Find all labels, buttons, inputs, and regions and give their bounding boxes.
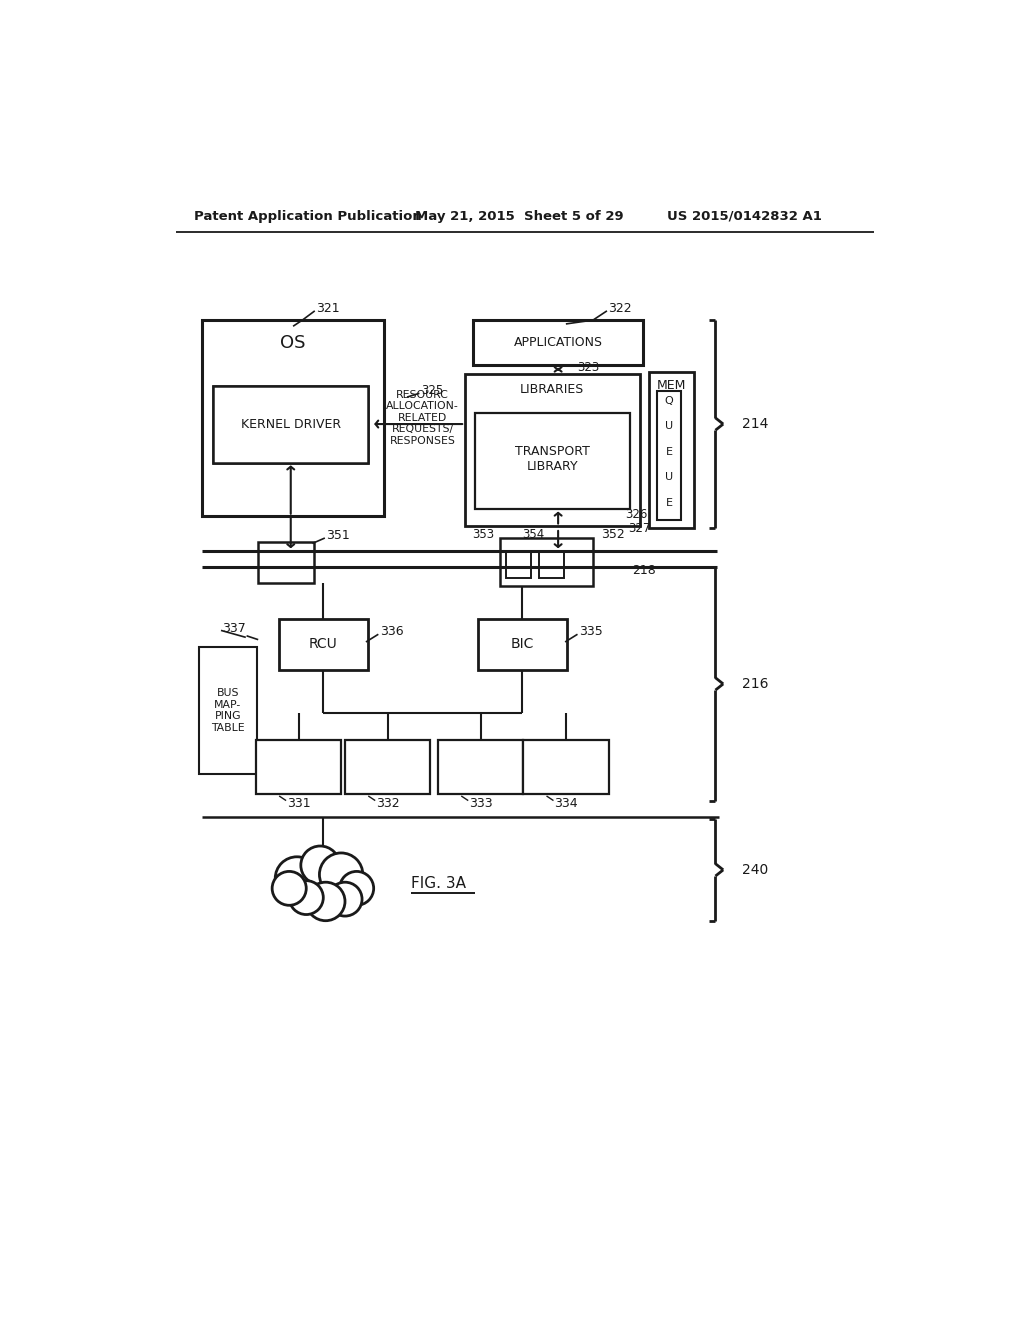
Text: 352: 352 (601, 528, 625, 541)
Bar (256, 739, 341, 793)
Bar (280, 619, 369, 671)
Bar (438, 739, 523, 793)
Circle shape (319, 853, 362, 896)
Circle shape (306, 882, 345, 921)
Text: OS: OS (280, 334, 305, 352)
Text: 334: 334 (554, 797, 578, 810)
Circle shape (289, 880, 324, 915)
Text: RCU: RCU (309, 638, 338, 651)
Bar (506, 552, 531, 578)
Circle shape (340, 871, 374, 906)
Text: KERNEL DRIVER: KERNEL DRIVER (241, 417, 341, 430)
Text: 327: 327 (628, 521, 650, 535)
Text: 325: 325 (421, 384, 443, 397)
Text: 322: 322 (608, 302, 632, 315)
Circle shape (301, 846, 340, 884)
Text: 337: 337 (222, 622, 247, 635)
Text: FIG. 3A: FIG. 3A (411, 876, 466, 891)
Bar (656, 391, 681, 520)
Text: E: E (666, 498, 673, 508)
Text: BUS
MAP-
PING
TABLE: BUS MAP- PING TABLE (211, 688, 245, 733)
Text: 354: 354 (521, 528, 544, 541)
Text: BIC: BIC (511, 638, 535, 651)
Bar (523, 739, 608, 793)
Bar (478, 619, 567, 671)
Text: 326: 326 (626, 508, 648, 520)
Bar (649, 372, 693, 528)
Bar (539, 552, 563, 578)
Text: US 2015/0142832 A1: US 2015/0142832 A1 (667, 210, 821, 223)
Text: APPLICATIONS: APPLICATIONS (514, 335, 603, 348)
Bar (500, 539, 593, 586)
Bar (202, 321, 384, 516)
Circle shape (272, 871, 306, 906)
Text: 335: 335 (579, 626, 603, 639)
Text: Patent Application Publication: Patent Application Publication (194, 210, 422, 223)
Text: MEM: MEM (656, 379, 686, 392)
Text: 323: 323 (578, 362, 600, 375)
Text: LIBRARIES: LIBRARIES (520, 383, 584, 396)
Text: RESOURC
ALLOCATION-
RELATED
REQUESTS/
RESPONSES: RESOURC ALLOCATION- RELATED REQUESTS/ RE… (386, 389, 459, 446)
Text: TRANSPORT
LIBRARY: TRANSPORT LIBRARY (515, 445, 590, 473)
Bar (200, 647, 257, 775)
Text: E: E (666, 446, 673, 457)
Text: 216: 216 (741, 677, 768, 690)
Text: U: U (665, 421, 673, 432)
Text: 331: 331 (287, 797, 310, 810)
Circle shape (328, 882, 362, 916)
Text: U: U (665, 473, 673, 482)
Bar (213, 385, 369, 462)
Text: 333: 333 (469, 797, 493, 810)
Bar (258, 541, 314, 583)
Text: 214: 214 (741, 417, 768, 432)
Text: 321: 321 (316, 302, 340, 315)
Text: May 21, 2015  Sheet 5 of 29: May 21, 2015 Sheet 5 of 29 (415, 210, 624, 223)
Text: 336: 336 (380, 626, 403, 639)
Text: 332: 332 (376, 797, 399, 810)
Bar (213, 385, 369, 462)
Text: 351: 351 (327, 529, 350, 543)
Bar (345, 739, 430, 793)
Text: Q: Q (665, 396, 674, 407)
Bar (475, 412, 630, 508)
Circle shape (275, 857, 318, 900)
Text: 240: 240 (741, 863, 768, 876)
Text: 218: 218 (632, 564, 655, 577)
Bar (465, 374, 640, 527)
Text: 353: 353 (472, 528, 494, 541)
Bar (473, 321, 643, 364)
